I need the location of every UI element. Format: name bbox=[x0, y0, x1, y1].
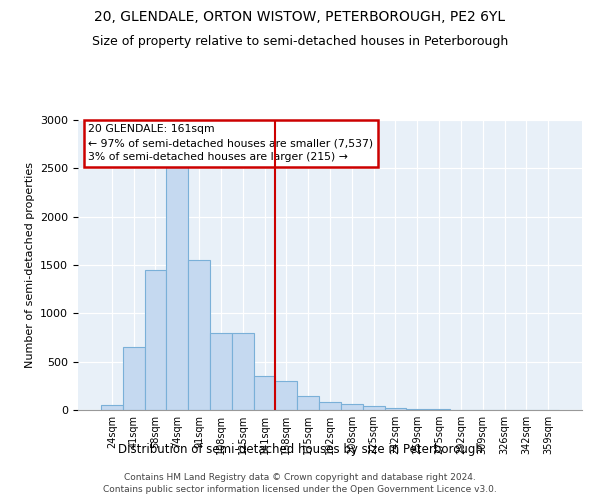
Bar bbox=[385, 408, 406, 410]
Text: Size of property relative to semi-detached houses in Peterborough: Size of property relative to semi-detach… bbox=[92, 35, 508, 48]
Y-axis label: Number of semi-detached properties: Number of semi-detached properties bbox=[25, 162, 35, 368]
Text: Distribution of semi-detached houses by size in Peterborough: Distribution of semi-detached houses by … bbox=[118, 442, 482, 456]
Bar bbox=[428, 409, 450, 410]
Bar bbox=[297, 396, 319, 410]
Text: Contains HM Land Registry data © Crown copyright and database right 2024.: Contains HM Land Registry data © Crown c… bbox=[124, 472, 476, 482]
Text: 20 GLENDALE: 161sqm
← 97% of semi-detached houses are smaller (7,537)
3% of semi: 20 GLENDALE: 161sqm ← 97% of semi-detach… bbox=[88, 124, 373, 162]
Bar bbox=[319, 402, 341, 410]
Bar bbox=[101, 405, 123, 410]
Bar bbox=[363, 406, 385, 410]
Bar bbox=[341, 404, 363, 410]
Text: Contains public sector information licensed under the Open Government Licence v3: Contains public sector information licen… bbox=[103, 485, 497, 494]
Bar bbox=[210, 332, 232, 410]
Text: 20, GLENDALE, ORTON WISTOW, PETERBOROUGH, PE2 6YL: 20, GLENDALE, ORTON WISTOW, PETERBOROUGH… bbox=[94, 10, 506, 24]
Bar bbox=[123, 347, 145, 410]
Bar bbox=[254, 376, 275, 410]
Bar bbox=[188, 260, 210, 410]
Bar bbox=[232, 332, 254, 410]
Bar bbox=[166, 158, 188, 410]
Bar bbox=[145, 270, 166, 410]
Bar bbox=[406, 408, 428, 410]
Bar bbox=[275, 381, 297, 410]
